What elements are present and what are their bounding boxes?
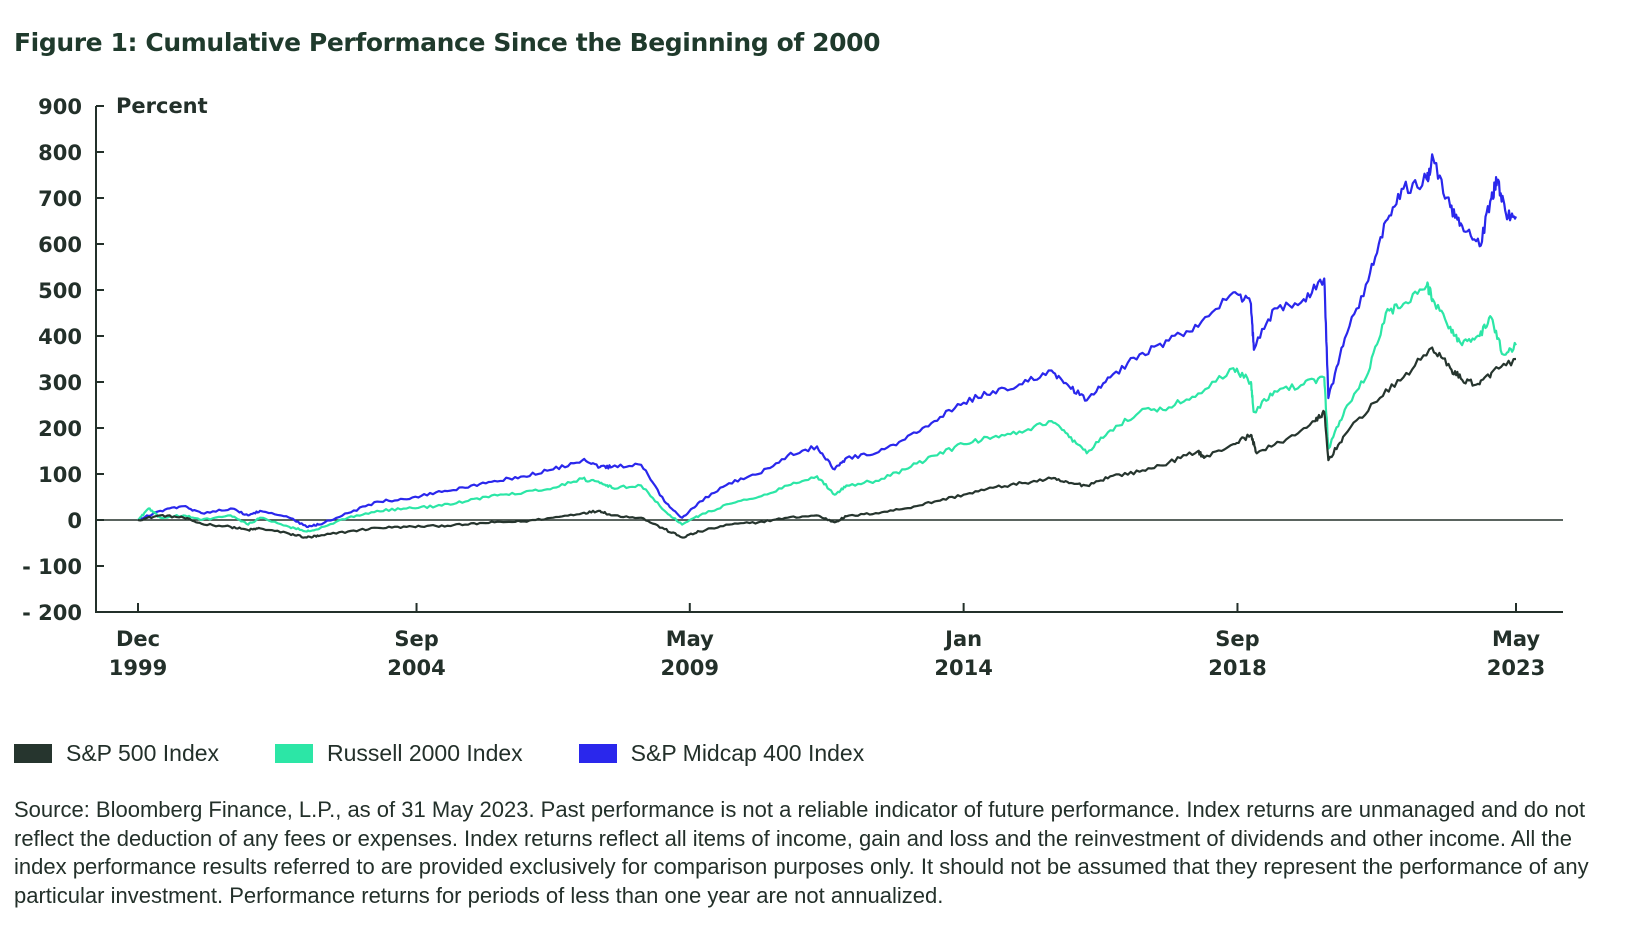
y-tick-label: 100	[38, 463, 82, 487]
x-tick-month: May	[1492, 627, 1540, 651]
y-tick-label: 700	[38, 187, 82, 211]
legend-swatch-midcap400	[578, 744, 617, 763]
legend-swatch-russell2000	[275, 744, 314, 763]
series-line-sp500	[137, 346, 1517, 539]
series-line-midcap400	[137, 153, 1518, 529]
x-tick-month: Sep	[1215, 627, 1259, 651]
source-note: Source: Bloomberg Finance, L.P., as of 3…	[14, 797, 1589, 908]
x-tick-month: Sep	[394, 627, 438, 651]
y-tick-label: 900	[38, 95, 82, 119]
y-tick-label: - 100	[22, 555, 82, 579]
x-tick-year: 2004	[387, 656, 445, 680]
x-tick-year: 2018	[1208, 656, 1266, 680]
x-tick-year: 2009	[661, 656, 719, 680]
series-line-russell2000	[137, 281, 1517, 533]
y-tick-label: 200	[38, 417, 82, 441]
legend-item-russell2000: Russell 2000 Index	[275, 740, 523, 767]
x-axis: Dec 1999 Sep 2004 May 2009 Jan 2014 Sep 2018 May 20…	[109, 603, 1545, 680]
x-tick-month: May	[666, 627, 714, 651]
x-tick-month: Dec	[116, 627, 160, 651]
chart-title: Figure 1: Cumulative Performance Since t…	[14, 28, 881, 57]
series-lines	[137, 153, 1518, 539]
legend-label-russell2000: Russell 2000 Index	[327, 740, 523, 766]
legend: S&P 500 Index Russell 2000 Index S&P Mid…	[14, 740, 920, 767]
x-tick-year: 2023	[1487, 656, 1545, 680]
y-tick-label: 600	[38, 233, 82, 257]
y-axis-unit-label: Percent	[116, 94, 208, 118]
legend-label-sp500: S&P 500 Index	[66, 740, 220, 766]
y-tick-label: 800	[38, 141, 82, 165]
y-tick-label: 0	[67, 509, 82, 533]
x-tick-month: Jan	[943, 627, 982, 651]
legend-label-midcap400: S&P Midcap 400 Index	[630, 740, 865, 766]
legend-item-midcap400: S&P Midcap 400 Index	[578, 740, 865, 767]
legend-item-sp500: S&P 500 Index	[14, 740, 219, 767]
x-tick-year: 2014	[934, 656, 992, 680]
x-tick-year: 1999	[109, 656, 167, 680]
y-tick-label: - 200	[22, 601, 82, 625]
line-chart: 900 800 700 600 500 400 300 200 100 0 - 100 - 200 D…	[22, 94, 1563, 680]
y-tick-label: 500	[38, 279, 82, 303]
y-tick-label: 300	[38, 371, 82, 395]
y-tick-label: 400	[38, 325, 82, 349]
y-axis: 900 800 700 600 500 400 300 200 100 0 - 100 - 200	[22, 95, 1563, 625]
legend-swatch-sp500	[14, 744, 52, 763]
